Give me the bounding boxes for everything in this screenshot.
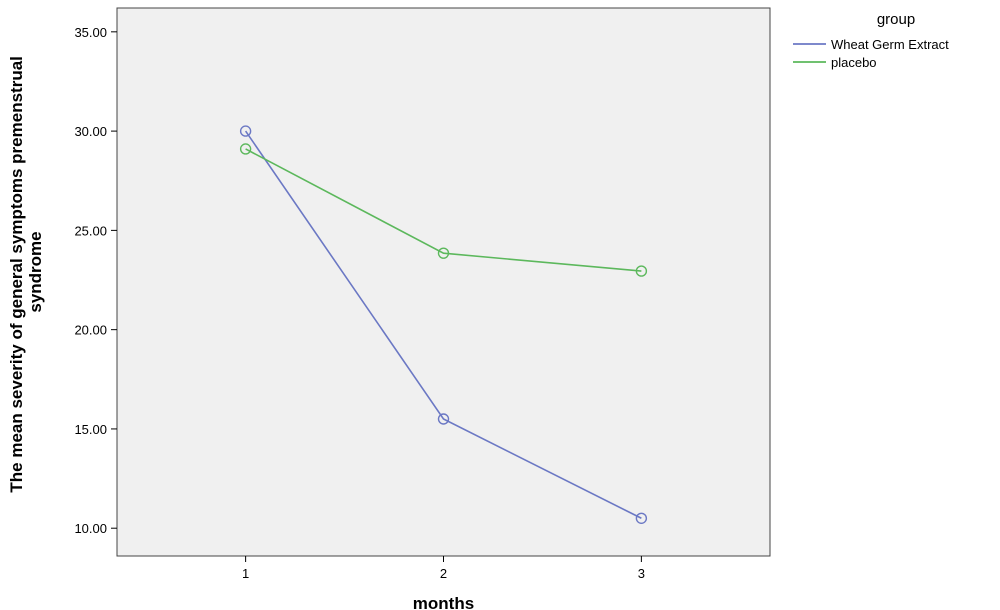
y-axis: 10.00 15.00 20.00 25.00 30.00 35.00	[74, 25, 117, 536]
plot-area	[116, 7, 771, 557]
x-tick-label: 3	[638, 566, 645, 581]
y-tick-label: 30.00	[74, 124, 107, 139]
legend-label: placebo	[831, 55, 877, 70]
x-tick-label: 1	[242, 566, 249, 581]
data-point	[437, 247, 450, 259]
data-point	[239, 143, 252, 155]
y-tick-label: 25.00	[74, 223, 107, 238]
x-tick-label: 2	[440, 566, 447, 581]
y-axis-title: The mean severity of general symptoms pr…	[7, 51, 45, 492]
y-tick-label: 15.00	[74, 422, 107, 437]
data-point	[437, 413, 450, 425]
x-axis-title: months	[413, 594, 474, 610]
legend-title: group	[877, 11, 915, 28]
legend: group Wheat Germ Extract placebo	[793, 11, 949, 70]
series-line	[244, 130, 642, 519]
x-axis: 1 2 3	[242, 556, 645, 581]
y-axis-title-line-2: syndrome	[26, 231, 45, 312]
data-point	[635, 512, 648, 524]
data-point	[239, 125, 252, 137]
y-axis-title-line-1: The mean severity of general symptoms pr…	[7, 56, 26, 493]
legend-label: Wheat Germ Extract	[831, 37, 949, 52]
series-line	[245, 148, 642, 272]
series-layer	[239, 125, 648, 524]
y-tick-label: 35.00	[74, 25, 107, 40]
data-point	[635, 265, 648, 277]
y-tick-label: 10.00	[74, 521, 107, 536]
y-tick-label: 20.00	[74, 323, 107, 338]
